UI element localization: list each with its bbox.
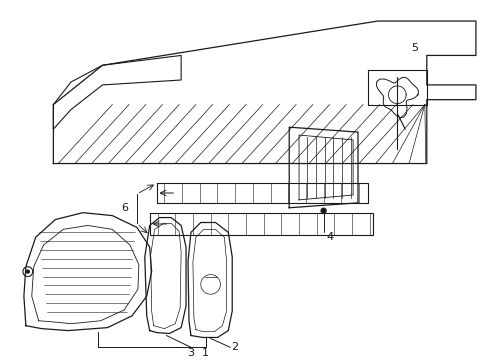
Polygon shape [193, 229, 226, 332]
Polygon shape [157, 183, 368, 203]
Polygon shape [149, 213, 373, 235]
Text: 4: 4 [327, 232, 334, 242]
Circle shape [321, 208, 326, 213]
Polygon shape [53, 55, 181, 129]
Polygon shape [368, 70, 427, 104]
Text: 1: 1 [202, 348, 209, 358]
Polygon shape [150, 224, 181, 329]
Text: 3: 3 [188, 348, 195, 358]
Polygon shape [24, 213, 151, 330]
Text: 5: 5 [412, 42, 418, 53]
Polygon shape [53, 21, 476, 163]
Polygon shape [32, 225, 139, 324]
Text: 6: 6 [122, 203, 128, 213]
Polygon shape [299, 135, 353, 200]
Text: 2: 2 [232, 342, 239, 352]
Circle shape [26, 270, 29, 273]
Polygon shape [188, 222, 232, 337]
Polygon shape [145, 217, 186, 333]
Polygon shape [289, 127, 358, 208]
